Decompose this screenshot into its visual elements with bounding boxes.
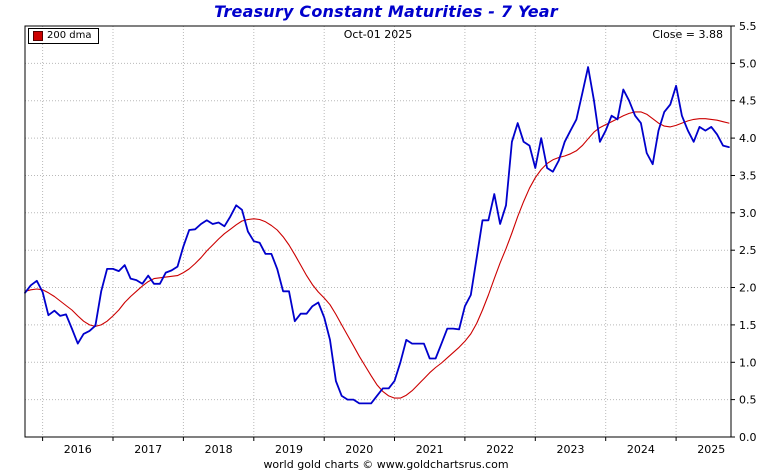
page-title: Treasury Constant Maturities - 7 Year [214, 2, 558, 21]
legend-swatch-200dma [33, 31, 43, 41]
x-tick-label: 2024 [627, 443, 655, 456]
y-tick-label: 4.0 [739, 132, 757, 145]
x-tick-label: 2023 [557, 443, 585, 456]
legend-box: 200 dma [28, 28, 100, 44]
x-tick-label: 2018 [205, 443, 233, 456]
series-line [24, 66, 730, 405]
y-tick-label: 0.5 [739, 394, 757, 407]
y-tick-label: 5.0 [739, 57, 757, 70]
footer-credit: world gold charts © www.goldchartsrus.co… [263, 458, 509, 471]
x-tick-label: 2021 [416, 443, 444, 456]
y-tick-label: 2.0 [739, 282, 757, 295]
y-tick-label: 2.5 [739, 244, 757, 257]
y-tick-label: 3.0 [739, 207, 757, 220]
y-tick-label: 3.5 [739, 170, 757, 183]
close-value-label: Close = 3.88 [652, 28, 723, 41]
y-tick-label: 4.5 [739, 95, 757, 108]
x-tick-label: 2022 [486, 443, 514, 456]
plot-frame [24, 25, 732, 438]
series-line [24, 111, 730, 399]
x-tick-label: 2025 [697, 443, 725, 456]
x-tick-label: 2017 [134, 443, 162, 456]
x-tick-label: 2016 [64, 443, 92, 456]
y-tick-label: 1.5 [739, 319, 757, 332]
y-tick-label: 0.0 [739, 431, 757, 444]
y-tick-label: 5.5 [739, 20, 757, 33]
last-date-label: Oct-01 2025 [343, 28, 413, 41]
legend-label-200dma: 200 dma [47, 30, 92, 41]
y-tick-label: 1.0 [739, 356, 757, 369]
x-tick-label: 2019 [275, 443, 303, 456]
x-tick-label: 2020 [345, 443, 373, 456]
